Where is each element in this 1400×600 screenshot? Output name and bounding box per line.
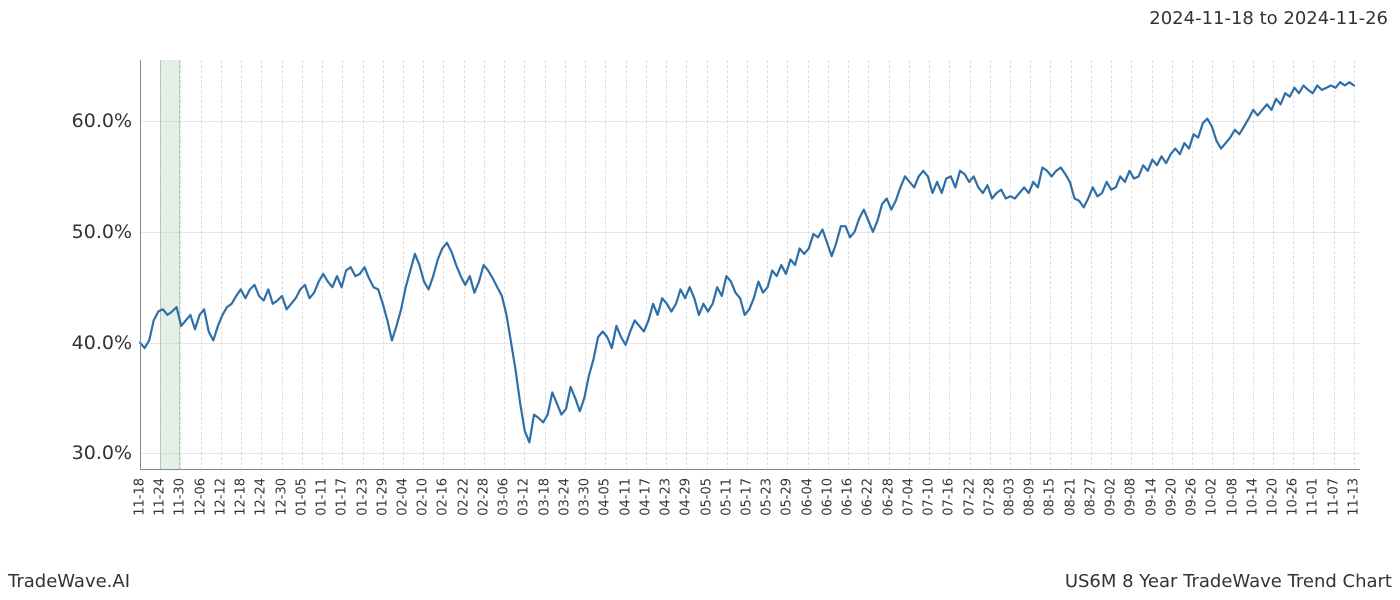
x-tick-label: 02-28	[476, 478, 491, 516]
x-tick-label: 04-11	[618, 478, 633, 516]
x-tick-label: 09-20	[1164, 478, 1179, 516]
x-tick-label: 03-18	[537, 478, 552, 516]
x-tick-label: 09-26	[1185, 478, 1200, 516]
x-tick-label: 10-20	[1266, 478, 1281, 516]
x-tick-label: 05-29	[780, 478, 795, 516]
x-tick-label: 11-24	[153, 478, 168, 516]
x-tick-label: 04-17	[638, 478, 653, 516]
x-tick-label: 02-22	[456, 478, 471, 516]
x-tick-label: 12-24	[254, 478, 269, 516]
x-tick-label: 09-08	[1124, 478, 1139, 516]
x-tick-label: 02-16	[436, 478, 451, 516]
x-tick-label: 05-23	[760, 478, 775, 516]
x-tick-label: 01-17	[335, 478, 350, 516]
x-tick-label: 08-09	[1023, 478, 1038, 516]
x-tick-label: 01-11	[315, 478, 330, 516]
x-tick-label: 12-06	[193, 478, 208, 516]
x-tick-label: 01-23	[355, 478, 370, 516]
y-tick-label: 60.0%	[72, 110, 132, 132]
chart-plot-area	[140, 60, 1360, 470]
x-tick-label: 01-29	[375, 478, 390, 516]
x-tick-label: 07-04	[901, 478, 916, 516]
x-tick-label: 11-13	[1346, 478, 1361, 516]
x-tick-label: 11-30	[173, 478, 188, 516]
x-tick-label: 03-30	[578, 478, 593, 516]
y-axis-spine	[140, 60, 141, 470]
x-tick-label: 03-24	[557, 478, 572, 516]
x-tick-label: 10-08	[1225, 478, 1240, 516]
x-tick-label: 12-12	[213, 478, 228, 516]
x-tick-label: 07-16	[942, 478, 957, 516]
x-tick-label: 11-01	[1306, 478, 1321, 516]
trend-line	[140, 60, 1360, 470]
x-tick-label: 10-14	[1245, 478, 1260, 516]
x-tick-label: 09-14	[1144, 478, 1159, 516]
x-tick-label: 10-02	[1205, 478, 1220, 516]
y-tick-label: 50.0%	[72, 221, 132, 243]
x-tick-label: 06-10	[820, 478, 835, 516]
x-tick-label: 08-03	[1002, 478, 1017, 516]
x-tick-label: 03-06	[497, 478, 512, 516]
x-tick-label: 05-17	[739, 478, 754, 516]
y-tick-label: 40.0%	[72, 332, 132, 354]
x-tick-label: 11-18	[133, 478, 148, 516]
x-tick-label: 10-26	[1286, 478, 1301, 516]
x-tick-label: 08-15	[1043, 478, 1058, 516]
x-tick-label: 06-16	[841, 478, 856, 516]
x-tick-label: 05-11	[719, 478, 734, 516]
date-range-label: 2024-11-18 to 2024-11-26	[1149, 8, 1388, 29]
x-tick-label: 01-05	[294, 478, 309, 516]
x-tick-label: 02-10	[416, 478, 431, 516]
x-tick-label: 04-29	[679, 478, 694, 516]
y-tick-label: 30.0%	[72, 442, 132, 464]
brand-label: TradeWave.AI	[8, 571, 130, 592]
x-tick-label: 04-23	[659, 478, 674, 516]
x-tick-label: 06-28	[881, 478, 896, 516]
x-tick-label: 07-10	[922, 478, 937, 516]
x-tick-label: 03-12	[517, 478, 532, 516]
x-tick-label: 09-02	[1104, 478, 1119, 516]
x-tick-label: 07-22	[962, 478, 977, 516]
x-tick-label: 02-04	[396, 478, 411, 516]
x-tick-label: 06-04	[800, 478, 815, 516]
x-tick-label: 08-27	[1083, 478, 1098, 516]
x-tick-label: 08-21	[1063, 478, 1078, 516]
x-tick-label: 06-22	[861, 478, 876, 516]
x-tick-label: 12-30	[274, 478, 289, 516]
chart-title: US6M 8 Year TradeWave Trend Chart	[1065, 571, 1392, 592]
x-tick-label: 04-05	[598, 478, 613, 516]
x-axis-spine	[140, 469, 1360, 470]
x-tick-label: 11-07	[1326, 478, 1341, 516]
x-tick-label: 12-18	[234, 478, 249, 516]
x-tick-label: 05-05	[699, 478, 714, 516]
x-tick-label: 07-28	[982, 478, 997, 516]
